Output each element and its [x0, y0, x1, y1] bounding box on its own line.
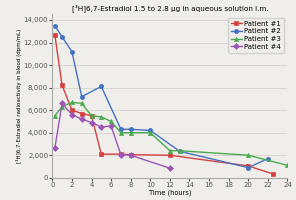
- Line: Patient #1: Patient #1: [53, 33, 275, 176]
- Patient #1: [129, 153, 133, 156]
- Title: [³H]6,7-Estradiol 1.5 to 2.8 µg in aqueous solution i.m.: [³H]6,7-Estradiol 1.5 to 2.8 µg in aqueo…: [72, 4, 268, 12]
- Patient #4: [109, 125, 113, 127]
- Patient #1: [80, 112, 83, 115]
- Line: Patient #3: Patient #3: [53, 100, 289, 167]
- Patient #4: [70, 113, 74, 116]
- Patient #3: [168, 150, 172, 152]
- Patient #2: [99, 85, 103, 88]
- Y-axis label: [³H]6,7-Estradiol radioactivity in blood (dpm/mL): [³H]6,7-Estradiol radioactivity in blood…: [16, 29, 22, 163]
- Patient #1: [168, 154, 172, 156]
- Patient #2: [60, 36, 64, 38]
- Legend: Patient #1, Patient #2, Patient #3, Patient #4: Patient #1, Patient #2, Patient #3, Pati…: [228, 18, 284, 53]
- Patient #4: [53, 147, 57, 150]
- Patient #4: [80, 118, 83, 120]
- Patient #3: [53, 115, 57, 117]
- Patient #2: [266, 157, 270, 160]
- Patient #4: [119, 153, 123, 156]
- Patient #3: [247, 154, 250, 156]
- Patient #2: [53, 24, 57, 27]
- Line: Patient #2: Patient #2: [53, 24, 270, 170]
- Patient #1: [119, 153, 123, 155]
- Patient #4: [99, 126, 103, 128]
- Patient #4: [129, 154, 133, 156]
- Patient #1: [247, 165, 250, 167]
- Patient #2: [247, 166, 250, 169]
- Patient #3: [286, 164, 289, 167]
- Patient #3: [178, 150, 181, 152]
- Patient #3: [129, 131, 133, 134]
- Patient #3: [99, 116, 103, 118]
- Patient #2: [178, 150, 181, 152]
- Patient #2: [119, 128, 123, 131]
- Patient #1: [70, 109, 74, 111]
- Patient #3: [60, 106, 64, 108]
- Patient #1: [90, 115, 93, 117]
- Patient #1: [271, 173, 274, 175]
- Patient #2: [80, 95, 83, 98]
- Patient #2: [129, 128, 133, 131]
- Line: Patient #4: Patient #4: [53, 101, 172, 170]
- Patient #3: [119, 131, 123, 134]
- Patient #3: [149, 131, 152, 134]
- Patient #1: [99, 153, 103, 155]
- X-axis label: Time (hours): Time (hours): [149, 189, 191, 196]
- Patient #1: [60, 84, 64, 87]
- Patient #3: [109, 120, 113, 123]
- Patient #2: [70, 50, 74, 53]
- Patient #2: [149, 129, 152, 132]
- Patient #3: [90, 115, 93, 117]
- Patient #4: [60, 102, 64, 105]
- Patient #4: [168, 167, 172, 169]
- Patient #4: [90, 121, 93, 124]
- Patient #3: [70, 101, 74, 103]
- Patient #3: [80, 102, 83, 105]
- Patient #1: [53, 33, 57, 36]
